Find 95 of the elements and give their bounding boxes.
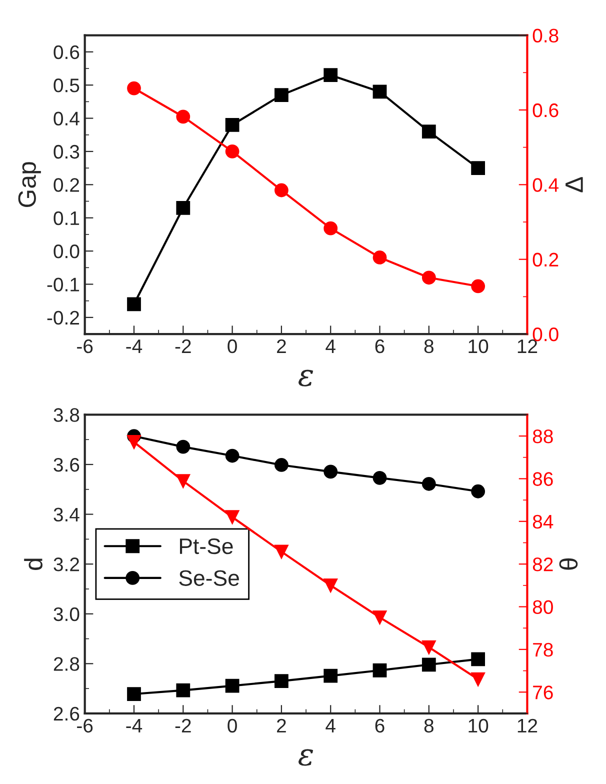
point bbox=[372, 470, 387, 485]
x-tick-label: 12 bbox=[518, 339, 538, 353]
x-tick-label: 8 bbox=[424, 718, 434, 733]
y-tick-label: 3.4 bbox=[54, 508, 80, 522]
y-tick-label: 0.3 bbox=[54, 144, 80, 159]
x-tick-label: 6 bbox=[375, 718, 384, 733]
point bbox=[372, 610, 387, 624]
point bbox=[274, 88, 288, 102]
point bbox=[176, 440, 190, 454]
y-axis-title: Gap bbox=[18, 162, 41, 208]
point bbox=[471, 161, 486, 175]
y2-axis-title: θ bbox=[559, 558, 578, 570]
point bbox=[324, 464, 338, 479]
point bbox=[274, 674, 288, 688]
x-tick-label: -4 bbox=[126, 719, 142, 732]
x-tick-label: -6 bbox=[77, 718, 93, 733]
y2-tick-label: 0.8 bbox=[532, 28, 558, 43]
y-tick-label: -0.1 bbox=[47, 278, 80, 292]
x-tick-label: 10 bbox=[468, 718, 488, 733]
point bbox=[127, 687, 141, 701]
x-axis-title: ε bbox=[298, 749, 314, 766]
point bbox=[372, 663, 387, 678]
y2-tick-label: 88 bbox=[532, 430, 553, 444]
y2-tick-label: 0.6 bbox=[532, 103, 558, 118]
point bbox=[176, 110, 190, 124]
y-tick-label: 3.8 bbox=[54, 408, 80, 422]
point bbox=[471, 484, 486, 498]
point bbox=[324, 578, 338, 592]
y-tick-label: 0.5 bbox=[54, 78, 80, 92]
point bbox=[372, 84, 387, 99]
x-tick-label: -4 bbox=[126, 340, 142, 353]
legend-label: Pt-Se bbox=[180, 538, 233, 554]
y-tick-label: 2.8 bbox=[54, 657, 80, 671]
y2-tick-label: 0.2 bbox=[532, 252, 558, 267]
x-tick-label: 8 bbox=[424, 339, 434, 354]
point bbox=[127, 81, 141, 96]
y2-tick-label: 80 bbox=[532, 600, 553, 614]
y2-axis-title: Δ bbox=[566, 177, 583, 192]
point bbox=[471, 652, 486, 666]
point bbox=[176, 683, 190, 698]
y2-tick-label: 84 bbox=[532, 514, 554, 529]
legend-label: Se-Se bbox=[179, 570, 239, 586]
y-axis-title: d bbox=[24, 558, 42, 570]
point bbox=[274, 183, 288, 198]
y-tick-label: 0.0 bbox=[54, 244, 80, 258]
point bbox=[471, 672, 486, 686]
x-tick-label: -6 bbox=[77, 339, 93, 354]
point bbox=[225, 510, 240, 524]
x-tick-label: 0 bbox=[228, 718, 237, 733]
point bbox=[324, 68, 338, 82]
y2-tick-label: 82 bbox=[532, 558, 553, 572]
y2-tick-label: 0.4 bbox=[532, 178, 559, 192]
point bbox=[324, 221, 338, 236]
point bbox=[372, 250, 387, 264]
y-tick-label: 0.4 bbox=[54, 112, 80, 126]
point bbox=[422, 476, 436, 491]
x-tick-label: 2 bbox=[277, 718, 286, 732]
x-tick-label: 0 bbox=[228, 339, 237, 354]
point bbox=[471, 279, 486, 294]
point bbox=[274, 544, 288, 559]
y-tick-label: 2.6 bbox=[54, 706, 80, 721]
point bbox=[324, 668, 338, 683]
point bbox=[225, 144, 240, 158]
x-tick-label: 6 bbox=[375, 339, 384, 354]
x-tick-label: 2 bbox=[277, 339, 286, 353]
point bbox=[422, 640, 436, 654]
point bbox=[422, 658, 436, 672]
x-tick-label: 12 bbox=[518, 718, 538, 732]
point bbox=[422, 124, 436, 138]
y-tick-label: 0.2 bbox=[54, 178, 80, 192]
y2-tick-label: 0.0 bbox=[532, 327, 558, 342]
point bbox=[176, 200, 190, 215]
y2-tick-label: 76 bbox=[533, 686, 553, 700]
point bbox=[127, 435, 141, 449]
x-tick-label: -2 bbox=[175, 718, 191, 732]
point bbox=[127, 297, 141, 312]
x-tick-label: -2 bbox=[175, 339, 191, 353]
point bbox=[422, 270, 436, 285]
point bbox=[225, 118, 240, 132]
point bbox=[176, 474, 190, 488]
y-tick-label: 3.6 bbox=[54, 458, 80, 472]
y-tick-label: -0.2 bbox=[47, 310, 80, 325]
y-tick-label: 3.2 bbox=[54, 558, 80, 572]
y-tick-label: 0.1 bbox=[54, 211, 80, 226]
y2-tick-label: 86 bbox=[532, 472, 553, 486]
x-tick-label: 10 bbox=[468, 339, 488, 354]
x-tick-label: 4 bbox=[326, 340, 336, 353]
x-tick-label: 4 bbox=[326, 719, 336, 732]
point bbox=[274, 458, 288, 472]
x-axis-title: ε bbox=[298, 370, 314, 386]
point bbox=[225, 678, 240, 693]
y-tick-label: 3.0 bbox=[54, 607, 80, 622]
y-tick-label: 0.6 bbox=[54, 45, 80, 60]
y2-tick-label: 78 bbox=[533, 642, 553, 657]
point bbox=[225, 448, 240, 463]
